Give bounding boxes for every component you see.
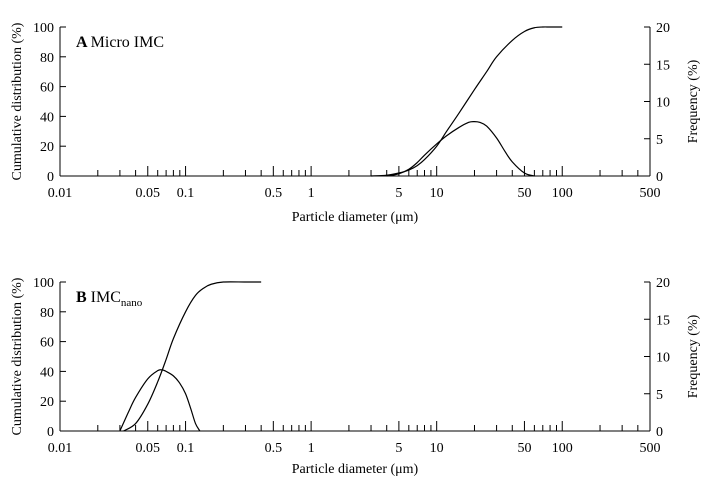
y-right-tick-label: 5 [656, 388, 663, 403]
panel-title: Micro IMC [91, 34, 164, 51]
chart-panel-a: 0.01 0.05 0.1 0.5 1 5 10 50 100 50002040608010005… [10, 21, 701, 225]
y-left-tick-label: 100 [33, 276, 54, 291]
y-left-tick-label: 60 [40, 336, 54, 351]
x-tick-label: 50 [517, 186, 531, 201]
x-tick-label: 10 [430, 186, 444, 201]
x-tick-label: 100 [552, 186, 573, 201]
y-left-tick-label: 40 [40, 365, 54, 380]
frequency-curve [119, 369, 201, 432]
x-tick-label: 0.01 [48, 441, 73, 456]
y-axis-title-right: Frequency (%) [686, 59, 701, 143]
x-tick-label: 500 [640, 186, 661, 201]
y-left-tick-label: 80 [40, 51, 54, 66]
x-axis-title: Particle diameter (μm) [292, 210, 419, 225]
x-axis-title: Particle diameter (μm) [292, 462, 419, 477]
panel-label: A Micro IMC [76, 34, 164, 51]
y-right-tick-label: 5 [656, 133, 663, 148]
panel-title-subscript: nano [121, 297, 143, 309]
panel-letter: B [76, 289, 91, 306]
panel-letter: A [76, 34, 91, 51]
x-tick-label: 5 [395, 441, 402, 456]
x-tick-label: 100 [552, 441, 573, 456]
x-tick-label: 0.5 [265, 186, 283, 201]
y-right-tick-label: 10 [656, 96, 670, 111]
y-left-tick-label: 100 [33, 21, 54, 36]
y-axis-title-left: Cumulative distribution (%) [10, 22, 25, 180]
x-tick-label: 1 [308, 441, 315, 456]
x-tick-label: 10 [430, 441, 444, 456]
y-left-tick-label: 60 [40, 81, 54, 96]
x-tick-label: 0.01 [48, 186, 73, 201]
y-left-tick-label: 20 [40, 395, 54, 410]
y-left-tick-label: 20 [40, 140, 54, 155]
y-left-tick-label: 80 [40, 306, 54, 321]
y-left-tick-label: 40 [40, 110, 54, 125]
x-tick-label: 0.05 [136, 441, 161, 456]
y-right-tick-label: 20 [656, 276, 670, 291]
x-tick-label: 0.1 [177, 186, 195, 201]
frequency-curve [386, 120, 535, 177]
y-right-tick-label: 15 [656, 313, 670, 328]
y-left-tick-label: 0 [47, 170, 54, 185]
y-right-tick-label: 0 [656, 170, 663, 185]
panel-label: B IMCnano [76, 289, 143, 309]
y-right-tick-label: 10 [656, 351, 670, 366]
y-right-tick-label: 20 [656, 21, 670, 36]
x-tick-label: 1 [308, 186, 315, 201]
x-tick-label: 0.1 [177, 441, 195, 456]
x-tick-label: 0.05 [136, 186, 161, 201]
y-right-tick-label: 0 [656, 425, 663, 440]
y-left-tick-label: 0 [47, 425, 54, 440]
y-right-tick-label: 15 [656, 58, 670, 73]
chart-panel-b: 0.01 0.05 0.1 0.5 1 5 10 50 100 50002040608010005… [10, 276, 701, 477]
x-tick-label: 500 [640, 441, 661, 456]
panel-title: IMC [91, 289, 121, 306]
x-tick-label: 0.5 [265, 441, 283, 456]
y-axis-title-right: Frequency (%) [686, 314, 701, 398]
x-tick-label: 5 [395, 186, 402, 201]
x-tick-label: 50 [517, 441, 531, 456]
cumulative-curve [371, 26, 563, 177]
cumulative-curve [123, 281, 262, 432]
y-axis-title-left: Cumulative distribution (%) [10, 277, 25, 435]
